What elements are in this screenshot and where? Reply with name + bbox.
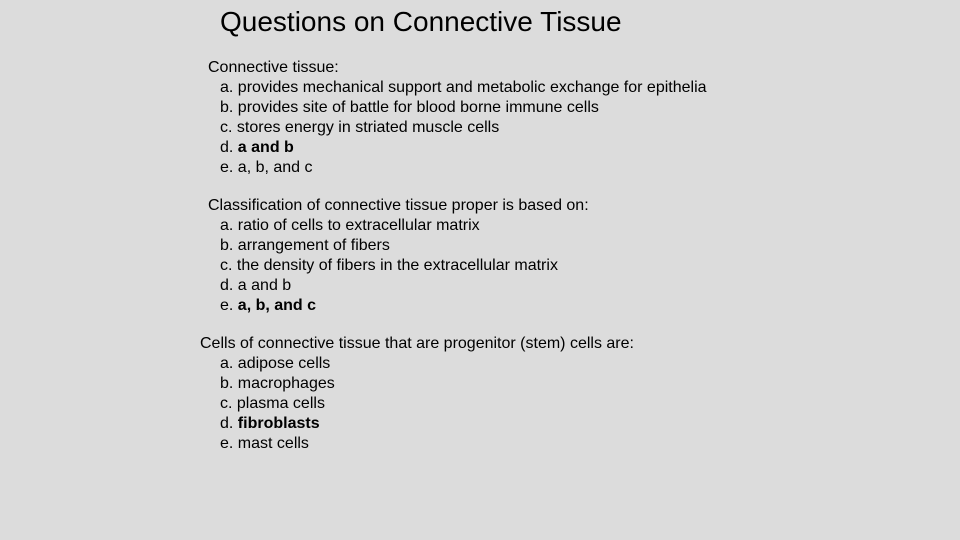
question-option: a. ratio of cells to extracellular matri… bbox=[220, 216, 960, 236]
question-option: b. macrophages bbox=[220, 374, 960, 394]
question-block-3: Cells of connective tissue that are prog… bbox=[200, 334, 960, 454]
slide-title: Questions on Connective Tissue bbox=[220, 6, 960, 38]
question-stem: Classification of connective tissue prop… bbox=[208, 196, 960, 216]
question-stem: Cells of connective tissue that are prog… bbox=[200, 334, 960, 354]
question-stem: Connective tissue: bbox=[208, 58, 960, 78]
slide: Questions on Connective Tissue Connectiv… bbox=[0, 0, 960, 540]
question-block-2: Classification of connective tissue prop… bbox=[208, 196, 960, 316]
question-option: b. provides site of battle for blood bor… bbox=[220, 98, 960, 118]
question-option: c. plasma cells bbox=[220, 394, 960, 414]
question-option: b. arrangement of fibers bbox=[220, 236, 960, 256]
question-option: e. a, b, and c bbox=[220, 158, 960, 178]
question-option: c. the density of fibers in the extracel… bbox=[220, 256, 960, 276]
question-option: d. a and b bbox=[220, 138, 960, 158]
question-option: c. stores energy in striated muscle cell… bbox=[220, 118, 960, 138]
question-option: d. a and b bbox=[220, 276, 960, 296]
question-option: a. adipose cells bbox=[220, 354, 960, 374]
question-option: e. mast cells bbox=[220, 434, 960, 454]
question-block-1: Connective tissue: a. provides mechanica… bbox=[208, 58, 960, 178]
question-option: a. provides mechanical support and metab… bbox=[220, 78, 960, 98]
question-option: d. fibroblasts bbox=[220, 414, 960, 434]
question-option: e. a, b, and c bbox=[220, 296, 960, 316]
